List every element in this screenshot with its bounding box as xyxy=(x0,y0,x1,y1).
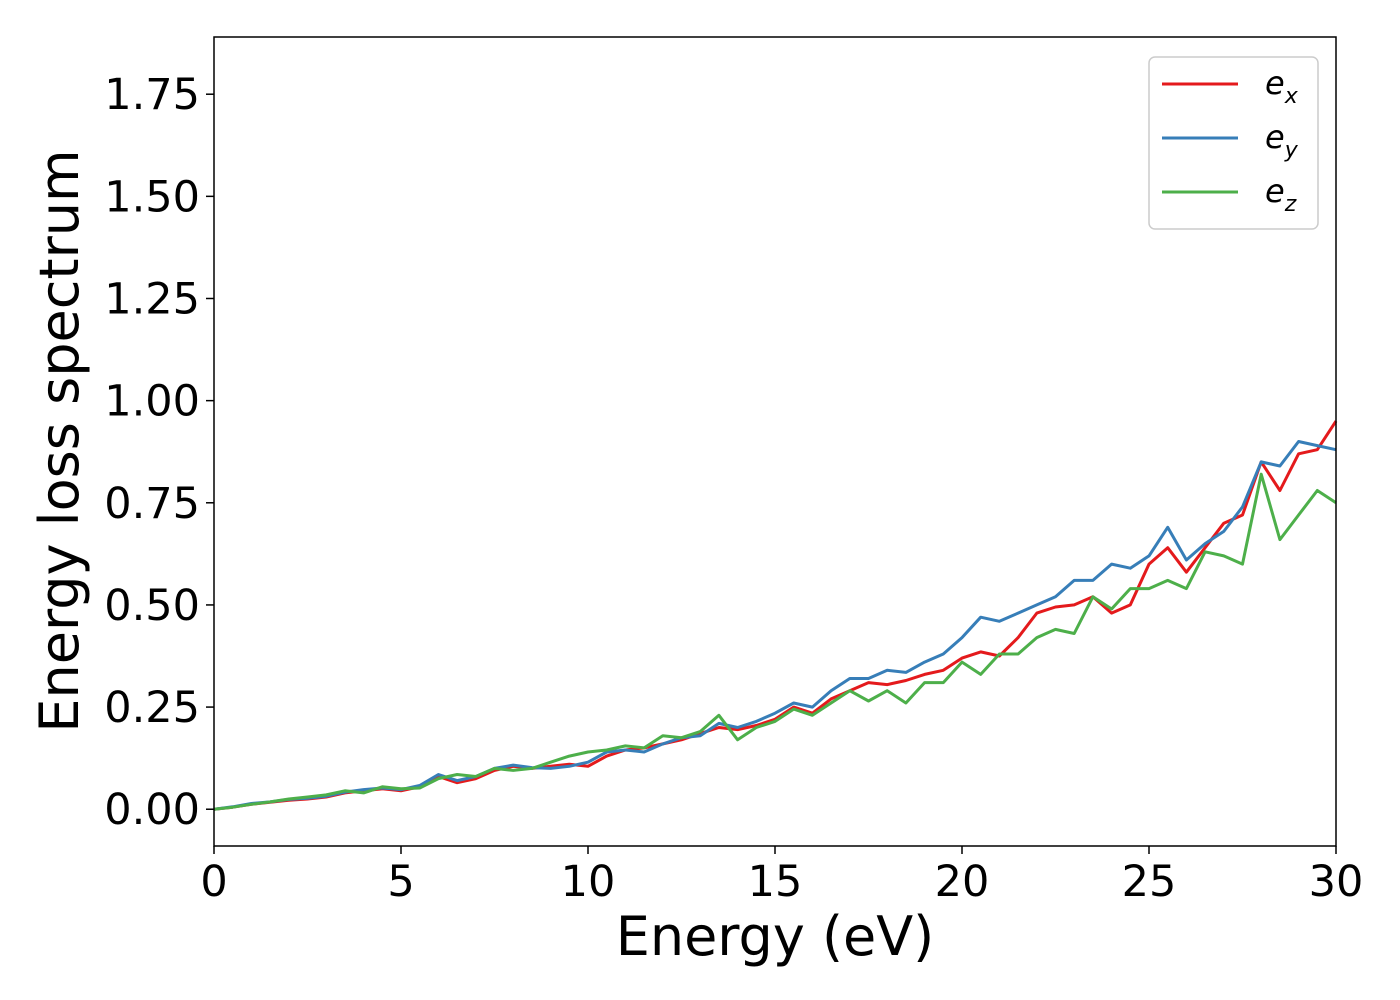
legend-label-ey: ey xyxy=(1265,118,1299,163)
x-tick-label: 30 xyxy=(1309,857,1364,907)
y-tick-label: 1.50 xyxy=(104,172,200,222)
y-tick-label: 1.00 xyxy=(104,377,200,427)
plot-lines xyxy=(213,420,1338,811)
x-tick-label: 15 xyxy=(748,857,803,907)
y-axis: 0.00 0.25 0.50 0.75 1.00 1.25 1.50 1.75 xyxy=(104,70,214,835)
legend-label-ez: ez xyxy=(1265,172,1297,217)
x-axis-label: Energy (eV) xyxy=(616,905,935,968)
y-tick-label: 0.00 xyxy=(104,785,200,835)
legend: ex ey ez xyxy=(1148,56,1319,230)
x-tick-label: 0 xyxy=(200,857,227,907)
legend-box xyxy=(1148,56,1319,230)
y-tick-label: 1.25 xyxy=(104,274,200,324)
x-tick-label: 20 xyxy=(935,857,990,907)
y-axis-label: Energy loss spectrum xyxy=(28,149,91,732)
x-tick-label: 25 xyxy=(1122,857,1177,907)
x-axis: 0 5 10 15 20 25 30 xyxy=(200,846,1363,907)
legend-label-ex: ex xyxy=(1265,64,1299,109)
y-tick-label: 0.75 xyxy=(104,479,200,529)
series-line-ey xyxy=(213,440,1337,811)
series-line-ex xyxy=(213,420,1338,811)
series-line-ez xyxy=(213,472,1337,811)
y-tick-label: 0.50 xyxy=(104,581,200,631)
x-tick-label: 5 xyxy=(387,857,414,907)
y-tick-label: 1.75 xyxy=(104,70,200,120)
x-tick-label: 10 xyxy=(561,857,616,907)
y-tick-label: 0.25 xyxy=(104,683,200,733)
